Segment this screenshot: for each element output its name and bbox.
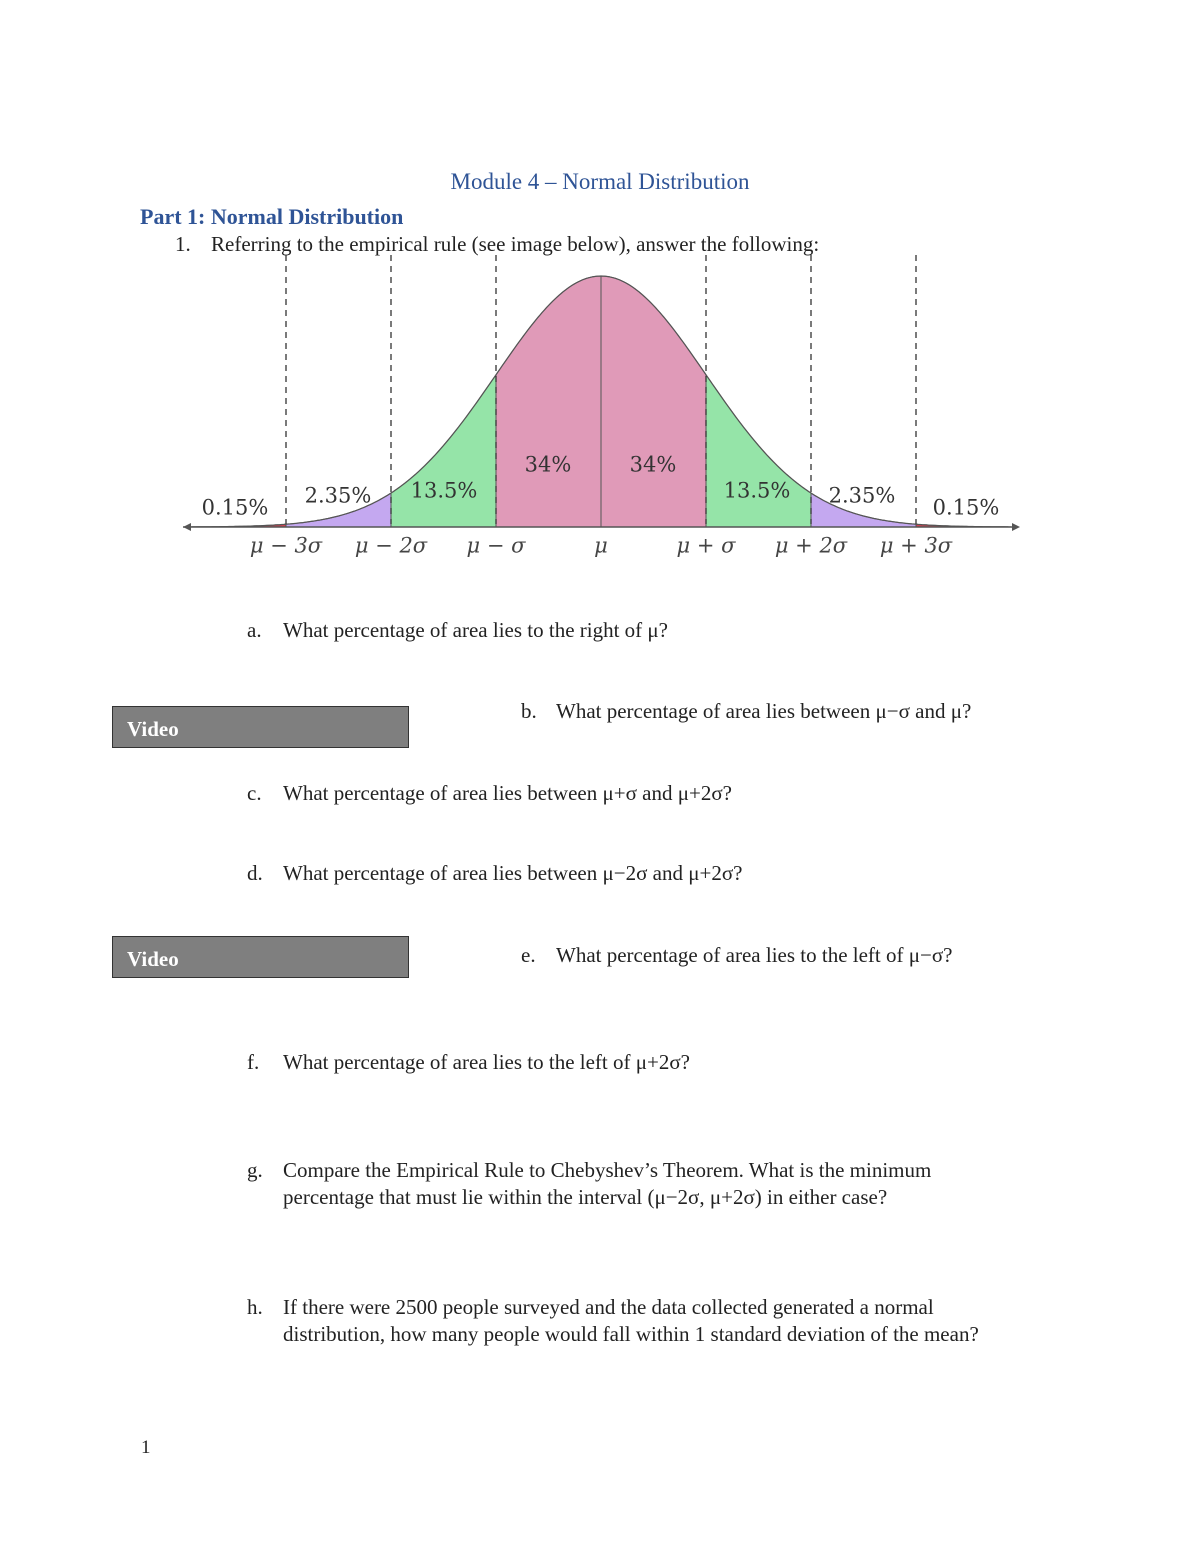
axis-label: μ + 3σ	[880, 534, 953, 558]
subquestion-letter: g.	[247, 1158, 263, 1182]
subquestion-text: What percentage of area lies to the left…	[283, 1050, 690, 1074]
question-text: Referring to the empirical rule (see ima…	[211, 232, 820, 256]
subquestion-letter: b.	[521, 699, 537, 723]
region-label: 0.15%	[202, 496, 269, 520]
region-label: 0.15%	[933, 496, 1000, 520]
empirical-rule-figure: 0.15% 2.35% 13.5% 34% 34% 13.5% 2.35% 0.15% μ − …	[183, 255, 1020, 558]
subquestion-letter: e.	[521, 943, 536, 967]
subquestion-text: What percentage of area lies to the left…	[556, 943, 953, 967]
axis-label: μ − 2σ	[355, 534, 428, 558]
video-button[interactable]: Video	[112, 936, 409, 978]
axis-label: μ − σ	[467, 534, 527, 558]
video-button[interactable]: Video	[112, 706, 409, 748]
axis-label: μ − 3σ	[250, 534, 323, 558]
axis-label: μ + σ	[677, 534, 737, 558]
document-title: Module 4 – Normal Distribution	[450, 169, 750, 194]
subquestion-text: If there were 2500 people surveyed and t…	[283, 1295, 979, 1346]
region-label: 13.5%	[411, 479, 478, 503]
subquestion-letter: d.	[247, 861, 263, 885]
subquestion-letter: c.	[247, 781, 262, 805]
region-label: 13.5%	[724, 479, 791, 503]
region	[495, 275, 602, 528]
region	[600, 275, 707, 528]
subquestion-letter: a.	[247, 618, 262, 642]
subquestion-text: What percentage of area lies between μ+σ…	[283, 781, 732, 805]
section-title: Part 1: Normal Distribution	[140, 204, 404, 229]
region-label: 34%	[525, 453, 572, 477]
question-number: 1.	[175, 232, 191, 256]
subquestion-text: What percentage of area lies between μ−2…	[283, 861, 743, 885]
axis-label: μ	[594, 534, 608, 558]
subquestion-letter: f.	[247, 1050, 260, 1074]
region-label: 2.35%	[829, 484, 896, 508]
region-label: 2.35%	[305, 484, 372, 508]
subquestion-text: What percentage of area lies to the righ…	[283, 618, 668, 642]
subquestion-text: What percentage of area lies between μ−σ…	[556, 699, 972, 723]
curve	[191, 275, 1009, 528]
subquestion-letter: h.	[247, 1295, 263, 1319]
subquestion-text: Compare the Empirical Rule to Chebyshev’…	[283, 1158, 932, 1209]
axis-label: μ + 2σ	[775, 534, 848, 558]
page-number: 1	[141, 1437, 151, 1458]
region-label: 34%	[630, 453, 677, 477]
